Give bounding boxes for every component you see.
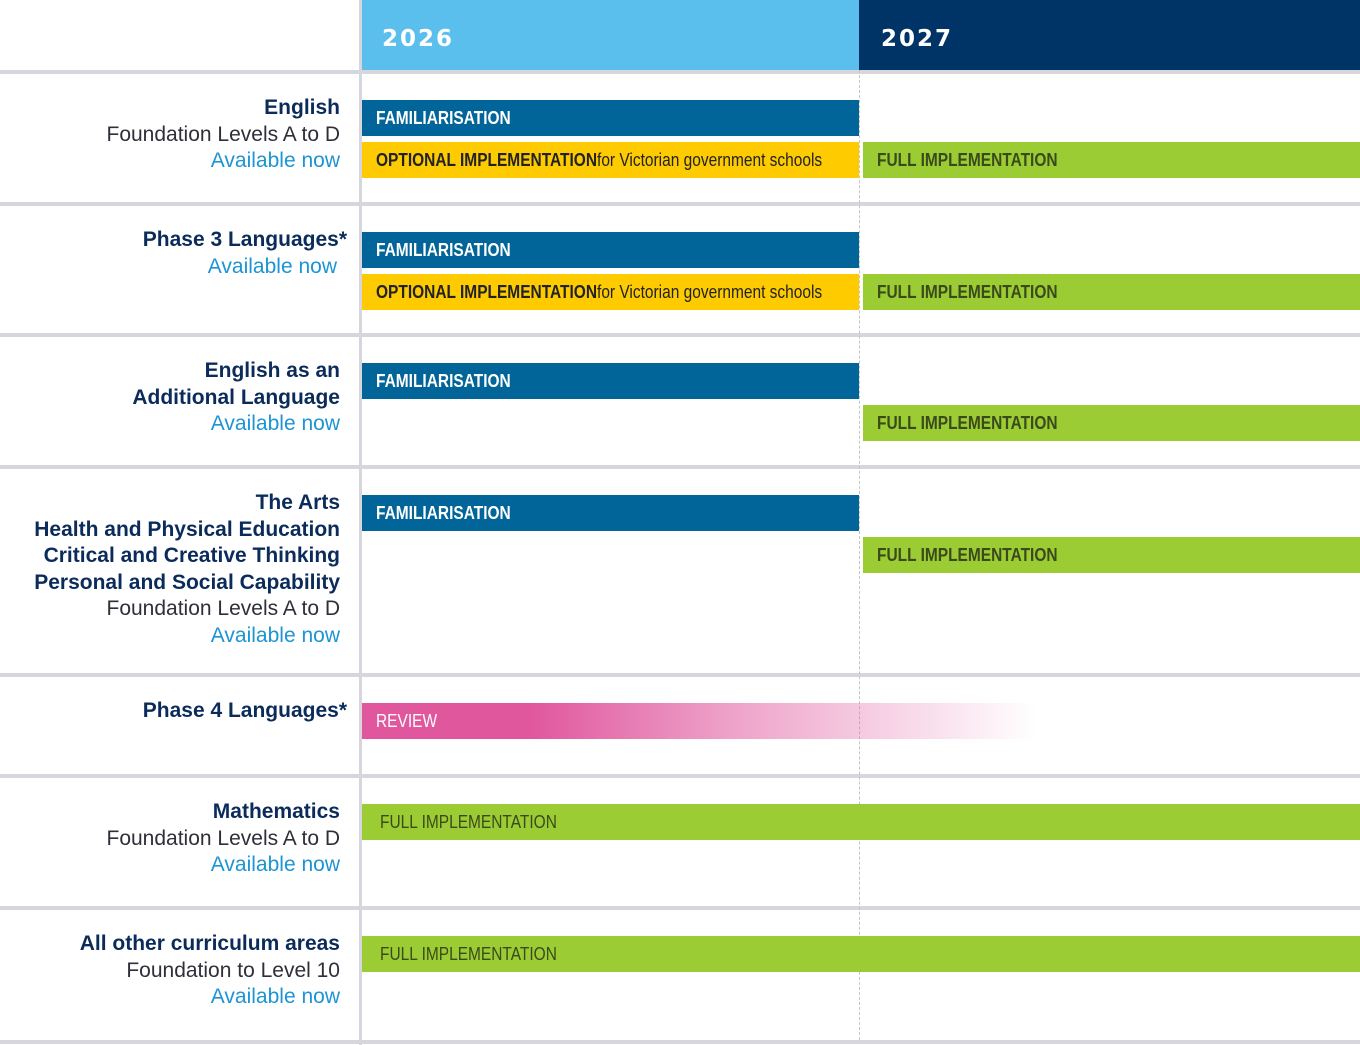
timeline-bar-full: FULL IMPLEMENTATION xyxy=(863,142,1360,178)
year-header-2026: 2026 xyxy=(362,0,863,70)
bar-label-strong: FULL IMPLEMENTATION xyxy=(877,150,1058,170)
year-label: 2026 xyxy=(382,26,455,52)
timeline-bar-fam: FAMILIARISATION xyxy=(362,363,859,399)
row-label: Mathematics Foundation Levels A to D Avail… xyxy=(107,799,341,879)
row-separator xyxy=(0,70,1360,74)
bar-label-strong: OPTIONAL IMPLEMENTATION xyxy=(376,150,598,170)
bar-label-strong: FAMILIARISATION xyxy=(376,371,511,391)
row-title: Phase 3 Languages* xyxy=(142,228,347,251)
timeline-bar-opt: OPTIONAL IMPLEMENTATION for Victorian go… xyxy=(362,142,859,178)
row-label: English as an Additional Language Availabl… xyxy=(132,358,340,438)
row-label: English Foundation Levels A to D Available… xyxy=(107,95,341,175)
row-separator xyxy=(0,202,1360,206)
row-separator xyxy=(0,673,1360,677)
timeline-bar-full: FULL IMPLEMENTATION xyxy=(863,537,1360,573)
row-separator xyxy=(0,333,1360,337)
row-separator xyxy=(0,465,1360,469)
bar-label-strong: FULL IMPLEMENTATION xyxy=(877,413,1058,433)
row-label: The Arts Health and Physical Education Cri… xyxy=(34,490,340,649)
timeline-bar-full: FULL IMPLEMENTATION xyxy=(362,936,1360,972)
row-separator xyxy=(0,774,1360,778)
row-title: Mathematics xyxy=(212,800,340,823)
bar-label-strong: FAMILIARISATION xyxy=(376,108,511,128)
row-subtitle: Foundation to Level 10 xyxy=(126,958,340,982)
availability-status: Available now xyxy=(207,254,337,278)
row-label: All other curriculum areas Foundation to … xyxy=(80,931,340,1011)
row-title: English xyxy=(264,96,340,119)
timeline-bar-fam: FAMILIARISATION xyxy=(362,100,859,136)
row-title: English as an xyxy=(204,359,340,382)
bar-label-strong: FAMILIARISATION xyxy=(376,240,511,260)
bar-label: REVIEW xyxy=(376,711,438,731)
availability-status: Available now xyxy=(210,412,340,435)
bar-label-strong: FAMILIARISATION xyxy=(376,503,511,523)
row-title: The Arts xyxy=(255,491,340,514)
bar-label: for Victorian government schools xyxy=(597,282,823,302)
bar-label-strong: FULL IMPLEMENTATION xyxy=(877,545,1058,565)
row-subtitle: Foundation Levels A to D xyxy=(106,597,341,620)
row-title: Personal and Social Capability xyxy=(34,570,340,594)
row-title: Critical and Creative Thinking xyxy=(43,544,340,567)
row-title: All other curriculum areas xyxy=(79,932,340,955)
row-subtitle: Foundation Levels A to D xyxy=(106,826,341,850)
year-divider xyxy=(859,70,860,1040)
timeline-bar-fam: FAMILIARISATION xyxy=(362,232,859,268)
row-label: Phase 3 Languages* Available now xyxy=(143,227,347,280)
label-column-divider xyxy=(359,0,362,1045)
timeline-bar-full: FULL IMPLEMENTATION xyxy=(863,405,1360,441)
row-separator xyxy=(0,906,1360,910)
bar-label: for Victorian government schools xyxy=(597,150,823,170)
row-separator xyxy=(0,1040,1360,1044)
timeline-bar-review: REVIEW xyxy=(362,703,1036,739)
availability-status: Available now xyxy=(210,985,340,1008)
row-label: Phase 4 Languages* xyxy=(143,698,347,725)
year-label: 2027 xyxy=(881,26,954,52)
row-title: Health and Physical Education xyxy=(34,517,340,541)
row-subtitle: Foundation Levels A to D xyxy=(106,122,341,146)
availability-status: Available now xyxy=(210,853,340,876)
bar-label-strong: OPTIONAL IMPLEMENTATION xyxy=(376,282,598,302)
bar-label-strong: FULL IMPLEMENTATION xyxy=(877,282,1058,302)
timeline-bar-full: FULL IMPLEMENTATION xyxy=(863,274,1360,310)
row-title: Phase 4 Languages* xyxy=(142,699,347,722)
timeline-bar-fam: FAMILIARISATION xyxy=(362,495,859,531)
bar-label: FULL IMPLEMENTATION xyxy=(380,944,557,964)
row-title: Additional Language xyxy=(132,385,340,409)
timeline-bar-opt: OPTIONAL IMPLEMENTATION for Victorian go… xyxy=(362,274,859,310)
year-header-2027: 2027 xyxy=(859,0,1360,70)
timeline-bar-full: FULL IMPLEMENTATION xyxy=(362,804,1360,840)
availability-status: Available now xyxy=(210,149,340,172)
bar-label: FULL IMPLEMENTATION xyxy=(380,812,557,832)
availability-status: Available now xyxy=(210,623,340,647)
